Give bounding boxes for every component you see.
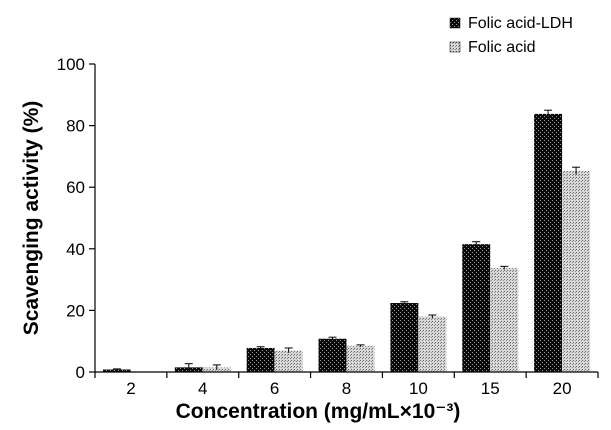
bar-folic-acid-ldh-8 <box>318 338 347 372</box>
bar-folic-acid-6 <box>274 350 303 372</box>
legend-swatch-folic-acid <box>449 41 461 53</box>
x-tick-label-20: 20 <box>553 379 572 398</box>
bar-folic-acid-ldh-10 <box>390 303 419 372</box>
y-axis-label: Scavenging activity (%) <box>20 101 43 336</box>
bar-folic-acid-ldh-15 <box>462 244 491 372</box>
bar-folic-acid-20 <box>562 170 591 372</box>
bar-folic-acid-ldh-6 <box>246 347 275 372</box>
bar-folic-acid-8 <box>346 345 375 372</box>
y-tick-label-60: 60 <box>66 178 85 197</box>
x-tick-label-10: 10 <box>409 379 428 398</box>
x-tick-label-8: 8 <box>342 379 351 398</box>
axes-group: 0 20 40 60 80 100 2 4 6 8 10 15 20 <box>57 55 599 398</box>
x-tick-label-4: 4 <box>198 379 207 398</box>
legend-swatch-folic-acid-ldh <box>449 17 461 29</box>
y-tick-label-40: 40 <box>66 240 85 259</box>
x-tick-label-15: 15 <box>481 379 500 398</box>
bars-group <box>102 109 591 373</box>
legend: Folic acid-LDH Folic acid <box>449 15 573 56</box>
x-axis-label: Concentration (mg/mL×10⁻³) <box>176 400 461 423</box>
legend-label-folic-acid: Folic acid <box>468 39 536 56</box>
bar-folic-acid-ldh-2 <box>102 369 131 372</box>
legend-label-folic-acid-ldh: Folic acid-LDH <box>468 15 573 32</box>
x-tick-label-6: 6 <box>270 379 279 398</box>
bar-folic-acid-ldh-20 <box>534 113 563 373</box>
x-tick-label-2: 2 <box>126 379 135 398</box>
y-tick-label-100: 100 <box>57 55 85 74</box>
bar-folic-acid-15 <box>490 267 519 372</box>
y-tick-label-80: 80 <box>66 117 85 136</box>
y-tick-label-20: 20 <box>66 301 85 320</box>
bar-folic-acid-10 <box>418 316 447 372</box>
y-tick-label-0: 0 <box>76 363 85 382</box>
